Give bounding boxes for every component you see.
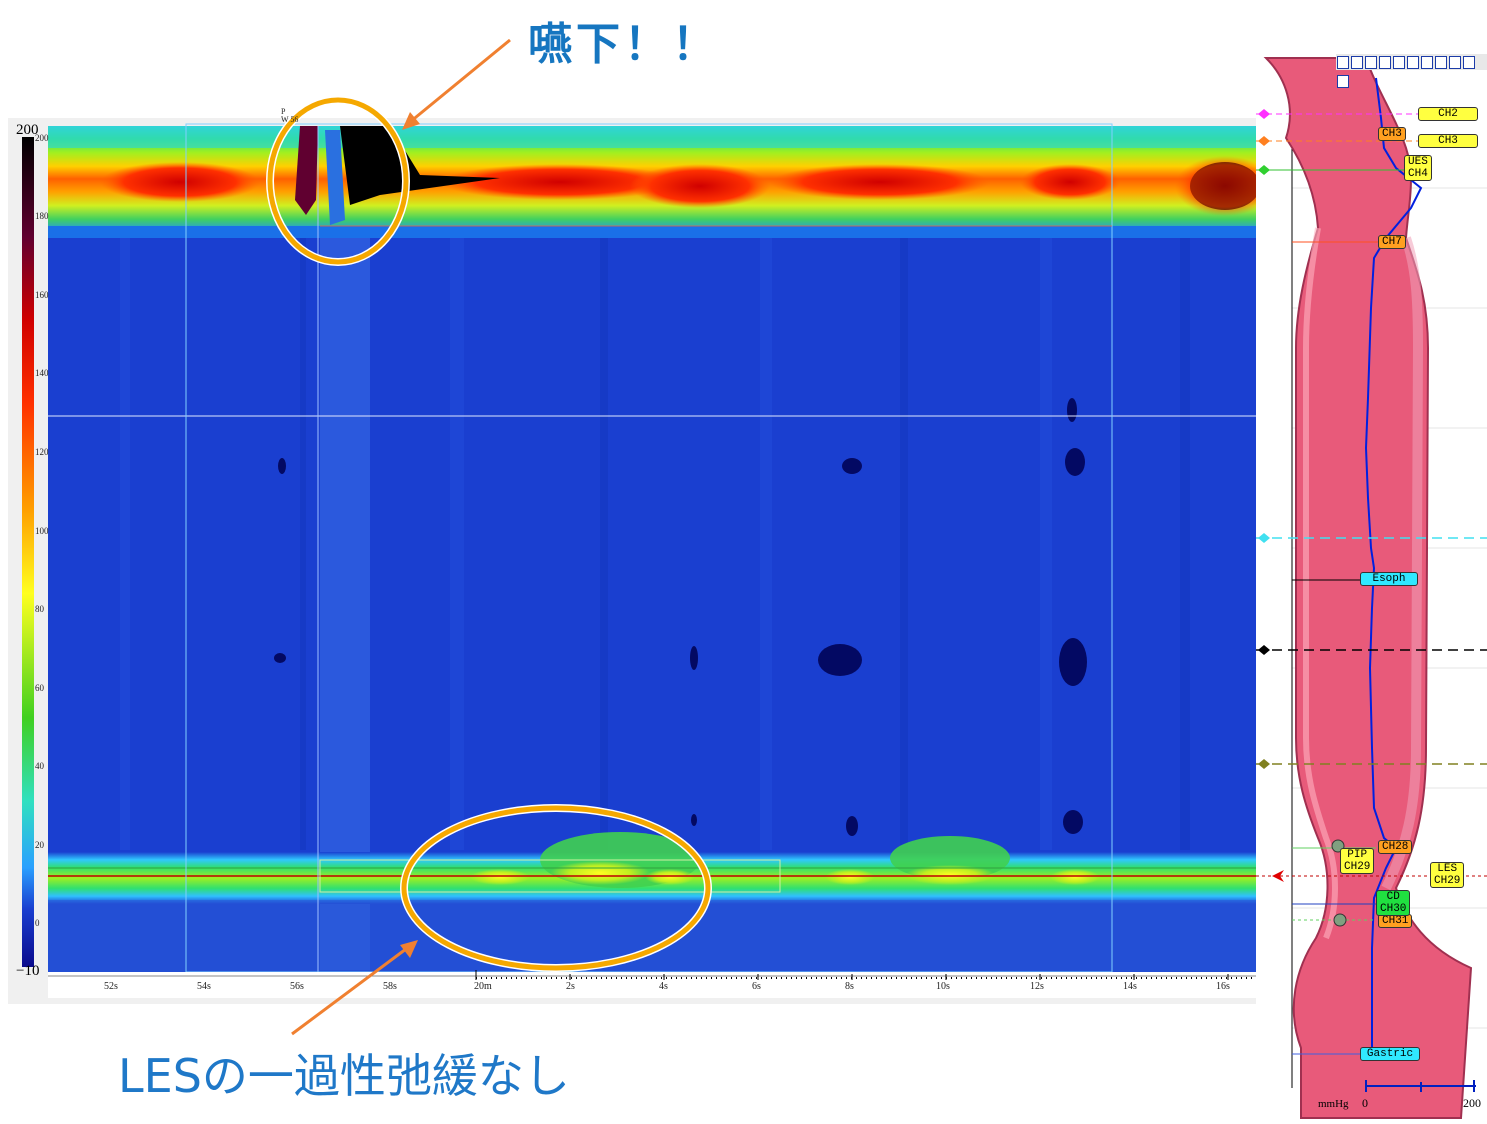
toolbar-button-10[interactable] [1463,56,1475,69]
anatomy-toolbar [1336,54,1487,88]
les-highlight-circle [401,805,711,971]
time-tick: 14s [1123,981,1137,992]
channel-tag-pip-ch29[interactable]: PIP CH29 [1340,848,1375,874]
esophagus-anatomy-panel [1256,48,1487,1124]
toolbar-button-8[interactable] [1435,56,1447,69]
channel-tag-ch7[interactable]: CH7 [1378,235,1406,249]
channel-tag-ch3-right[interactable]: CH3 [1418,134,1478,148]
time-tick: 4s [659,981,668,992]
time-tick: 6s [752,981,761,992]
axis-min-label: 0 [1362,1096,1368,1110]
scale-max-label: 200 [16,122,39,138]
heatmap-background [48,126,1256,972]
color-scale-bar [22,137,34,967]
axis-max-label: 200 [1463,1096,1481,1110]
time-tick: 8s [845,981,854,992]
scale-tick: 200 [35,133,49,143]
close-icon[interactable] [1337,75,1349,88]
time-tick: 52s [104,981,118,992]
channel-tag-ch2[interactable]: CH2 [1418,107,1478,121]
channel-tag-ch3[interactable]: CH3 [1378,127,1406,141]
scale-tick: 60 [35,683,44,693]
scale-tick: 180 [35,211,49,221]
pressure-profile-line [1364,77,1423,1058]
les-callout: LESの一過性弛緩なし [118,1049,570,1103]
toolbar-button-4[interactable] [1379,56,1391,69]
time-tick: 54s [197,981,211,992]
scale-tick: 0 [35,918,40,928]
scale-tick: 100 [35,526,49,536]
scale-tick: 40 [35,761,44,771]
scale-tick: 20 [35,840,44,850]
scale-tick: 120 [35,447,49,457]
swallow-highlight-circle [267,97,409,265]
toolbar-button-6[interactable] [1407,56,1419,69]
time-tick: 20m [474,981,492,992]
scale-tick: 140 [35,368,49,378]
time-tick: 58s [383,981,397,992]
channel-tag-esoph[interactable]: Esoph [1360,572,1418,586]
swallow-arrow [409,38,511,124]
toolbar-button-2[interactable] [1351,56,1363,69]
channel-tag-les-ch29[interactable]: LES CH29 [1430,862,1465,888]
toolbar-button-7[interactable] [1421,56,1433,69]
les-arrow [291,944,411,1036]
channel-tag-ch31[interactable]: CH31 [1378,914,1413,928]
toolbar-button-5[interactable] [1393,56,1405,69]
swallow-callout: 嚥下！！ [528,19,720,70]
toolbar-button-3[interactable] [1365,56,1377,69]
scale-tick: 160 [35,290,49,300]
scale-tick: 80 [35,604,44,614]
channel-tag-cd-ch30[interactable]: CD CH30 [1376,890,1411,916]
toolbar-button-9[interactable] [1449,56,1461,69]
scale-min-label: −10 [16,963,40,979]
time-tick: 16s [1216,981,1230,992]
units-label: mmHg [1318,1098,1349,1110]
time-tick: 56s [290,981,304,992]
channel-tag-ch28[interactable]: CH28 [1378,840,1413,854]
event-marker: P W 56 [281,107,299,124]
time-tick: 10s [936,981,950,992]
toolbar-button-1[interactable] [1337,56,1349,69]
channel-tag-gastric[interactable]: Gastric [1360,1047,1420,1061]
time-tick: 2s [566,981,575,992]
channel-tag-ues-ch4[interactable]: UES CH4 [1404,155,1432,181]
time-tick: 12s [1030,981,1044,992]
